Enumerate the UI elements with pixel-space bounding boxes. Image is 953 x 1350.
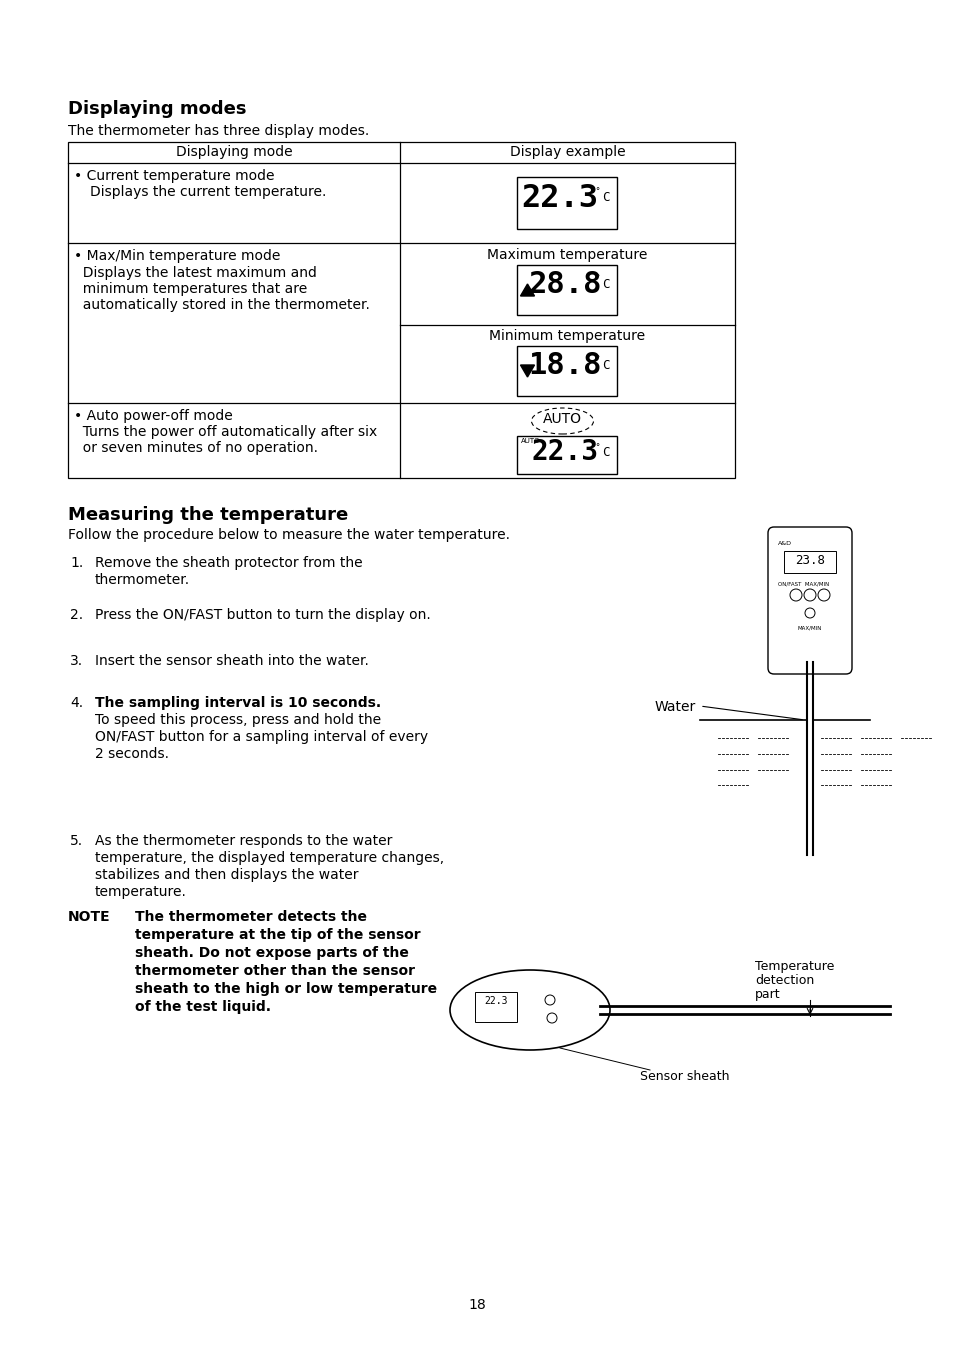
Text: Displaying mode: Displaying mode <box>175 144 292 159</box>
Text: minimum temperatures that are: minimum temperatures that are <box>74 282 307 296</box>
Text: 22.3: 22.3 <box>520 184 598 215</box>
FancyBboxPatch shape <box>767 526 851 674</box>
Text: The thermometer detects the: The thermometer detects the <box>135 910 367 923</box>
Text: 4.: 4. <box>70 697 83 710</box>
Text: • Auto power-off mode: • Auto power-off mode <box>74 409 233 423</box>
Text: stabilizes and then displays the water: stabilizes and then displays the water <box>95 868 358 882</box>
Text: Press the ON/FAST button to turn the display on.: Press the ON/FAST button to turn the dis… <box>95 608 431 622</box>
Text: Maximum temperature: Maximum temperature <box>487 248 647 262</box>
Text: 2 seconds.: 2 seconds. <box>95 747 169 761</box>
Text: ON/FAST button for a sampling interval of every: ON/FAST button for a sampling interval o… <box>95 730 428 744</box>
Text: ON/FAST  MAX/MIN: ON/FAST MAX/MIN <box>778 580 828 586</box>
Polygon shape <box>520 364 534 377</box>
Text: temperature, the displayed temperature changes,: temperature, the displayed temperature c… <box>95 850 444 865</box>
Bar <box>517 177 617 230</box>
Text: Displaying modes: Displaying modes <box>68 100 246 117</box>
Text: Sensor sheath: Sensor sheath <box>639 1071 729 1083</box>
Text: sheath to the high or low temperature: sheath to the high or low temperature <box>135 981 436 996</box>
Text: 18: 18 <box>468 1297 485 1312</box>
Text: C: C <box>602 446 609 459</box>
Text: • Current temperature mode: • Current temperature mode <box>74 169 274 184</box>
Text: 28.8: 28.8 <box>528 270 601 298</box>
Text: 2.: 2. <box>70 608 83 622</box>
Text: Turns the power off automatically after six: Turns the power off automatically after … <box>74 425 376 439</box>
Text: automatically stored in the thermometer.: automatically stored in the thermometer. <box>74 298 370 312</box>
Text: 23.8: 23.8 <box>794 554 824 567</box>
Text: MAX/MIN: MAX/MIN <box>797 625 821 630</box>
Text: The thermometer has three display modes.: The thermometer has three display modes. <box>68 124 369 138</box>
Text: Water: Water <box>655 701 696 714</box>
Text: As the thermometer responds to the water: As the thermometer responds to the water <box>95 834 392 848</box>
Text: NOTE: NOTE <box>68 910 111 923</box>
Text: Minimum temperature: Minimum temperature <box>489 329 645 343</box>
Text: To speed this process, press and hold the: To speed this process, press and hold th… <box>95 713 381 728</box>
Polygon shape <box>520 284 534 296</box>
Text: Displays the latest maximum and: Displays the latest maximum and <box>74 266 316 279</box>
Text: 18.8: 18.8 <box>528 351 601 379</box>
Text: of the test liquid.: of the test liquid. <box>135 1000 271 1014</box>
Bar <box>517 436 617 474</box>
Text: 5.: 5. <box>70 834 83 848</box>
Text: The sampling interval is 10 seconds.: The sampling interval is 10 seconds. <box>95 697 381 710</box>
Text: Remove the sheath protector from the: Remove the sheath protector from the <box>95 556 362 570</box>
Text: thermometer other than the sensor: thermometer other than the sensor <box>135 964 415 977</box>
Text: Temperature: Temperature <box>754 960 834 973</box>
Bar <box>517 265 617 315</box>
Text: C: C <box>602 359 609 373</box>
Text: 22.3: 22.3 <box>484 996 507 1006</box>
Text: A&D: A&D <box>778 541 791 545</box>
Text: temperature.: temperature. <box>95 886 187 899</box>
Text: C: C <box>602 190 609 204</box>
Text: °: ° <box>595 188 599 196</box>
Text: °: ° <box>595 274 599 284</box>
Text: Insert the sensor sheath into the water.: Insert the sensor sheath into the water. <box>95 653 369 668</box>
Text: part: part <box>754 988 780 1000</box>
Text: or seven minutes of no operation.: or seven minutes of no operation. <box>74 441 317 455</box>
Text: AUTO: AUTO <box>520 437 539 444</box>
Text: thermometer.: thermometer. <box>95 572 190 587</box>
Text: • Max/Min temperature mode: • Max/Min temperature mode <box>74 248 280 263</box>
Text: sheath. Do not expose parts of the: sheath. Do not expose parts of the <box>135 946 409 960</box>
Text: 3.: 3. <box>70 653 83 668</box>
Text: Display example: Display example <box>509 144 624 159</box>
Bar <box>68 142 734 478</box>
Text: detection: detection <box>754 973 814 987</box>
Bar <box>783 551 835 572</box>
Text: temperature at the tip of the sensor: temperature at the tip of the sensor <box>135 927 420 942</box>
Text: 22.3: 22.3 <box>532 437 598 466</box>
Text: Displays the current temperature.: Displays the current temperature. <box>90 185 326 198</box>
Text: °: ° <box>595 443 599 452</box>
Text: Measuring the temperature: Measuring the temperature <box>68 506 348 524</box>
Text: C: C <box>602 278 609 292</box>
Bar <box>475 992 517 1022</box>
Text: 1.: 1. <box>70 556 83 570</box>
Ellipse shape <box>450 971 609 1050</box>
Text: Follow the procedure below to measure the water temperature.: Follow the procedure below to measure th… <box>68 528 510 541</box>
Bar <box>517 346 617 396</box>
Text: °: ° <box>595 355 599 364</box>
Text: AUTO: AUTO <box>542 412 581 427</box>
